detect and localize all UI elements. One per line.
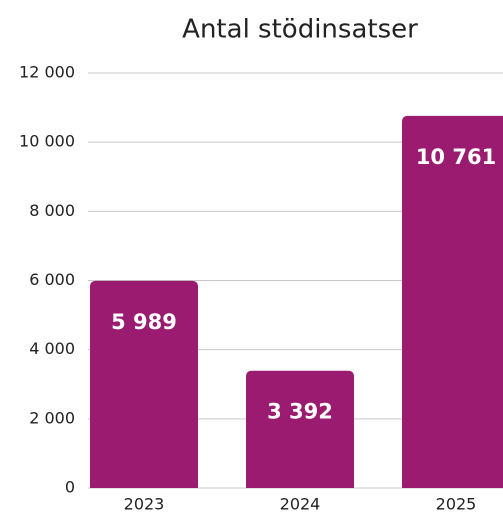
x-tick-label: 2023 [124, 495, 165, 513]
data-label: 10 761 [416, 145, 496, 169]
y-tick-label: 2 000 [29, 408, 75, 427]
x-tick-label: 2025 [436, 495, 477, 513]
x-tick-label: 2024 [280, 495, 321, 513]
data-label: 3 392 [267, 400, 333, 424]
y-tick-label: 6 000 [29, 270, 75, 289]
y-tick-label: 0 [65, 478, 75, 497]
data-label: 5 989 [111, 310, 177, 334]
bar [90, 280, 198, 488]
y-tick-label: 10 000 [19, 132, 75, 151]
y-tick-label: 8 000 [29, 201, 75, 220]
y-tick-label: 12 000 [19, 63, 75, 82]
bar [246, 370, 354, 488]
bar [402, 115, 503, 488]
y-tick-label: 4 000 [29, 339, 75, 358]
chart-title: Antal stödinsatser [182, 15, 418, 45]
